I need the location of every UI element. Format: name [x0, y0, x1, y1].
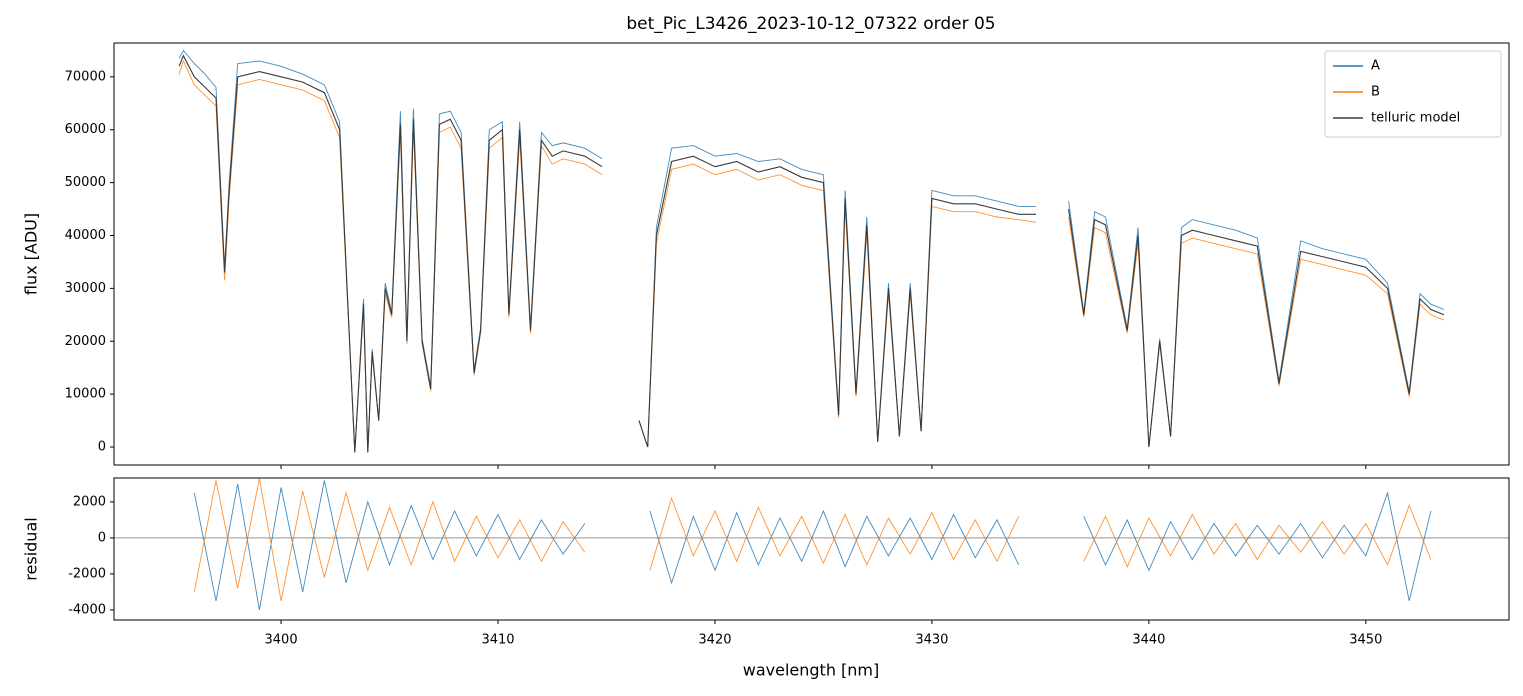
legend-label: A [1371, 59, 1380, 74]
y-tick-label: 20000 [65, 334, 106, 349]
series-line [193, 478, 1432, 601]
axes-frame [113, 477, 1510, 621]
series-line [178, 54, 1445, 453]
x-tick-label: 3450 [1349, 633, 1382, 648]
series-line [178, 49, 1445, 453]
y-tick-label: 70000 [65, 69, 106, 84]
legend-box [1324, 50, 1502, 138]
y-tick-label: 30000 [65, 281, 106, 296]
x-axis-label: wavelength [nm] [743, 661, 880, 680]
y-tick-label: 10000 [65, 387, 106, 402]
series-line [178, 59, 1445, 453]
x-tick-label: 3400 [265, 633, 298, 648]
y-tick-label: 0 [98, 440, 106, 455]
y-axis-label: flux [ADU] [22, 213, 41, 295]
x-tick-label: 3420 [698, 633, 731, 648]
y-tick-label: 0 [98, 530, 106, 545]
chart-title: bet_Pic_L3426_2023-10-12_07322 order 05 [626, 14, 995, 34]
x-tick-label: 3440 [1132, 633, 1165, 648]
y-tick-label: -4000 [68, 602, 106, 617]
legend-label: B [1371, 85, 1380, 100]
axes-frame [113, 42, 1510, 466]
y-tick-label: 2000 [73, 494, 106, 509]
y-tick-label: 60000 [65, 122, 106, 137]
plot-area [114, 478, 1509, 610]
y-tick-label: -2000 [68, 566, 106, 581]
series-line [193, 480, 1432, 610]
x-tick-label: 3410 [481, 633, 514, 648]
y-axis-label: residual [22, 517, 41, 580]
y-tick-label: 50000 [65, 175, 106, 190]
plot-area [178, 49, 1445, 453]
legend-label: telluric model [1371, 111, 1460, 126]
y-tick-label: 40000 [65, 228, 106, 243]
x-tick-label: 3430 [915, 633, 948, 648]
